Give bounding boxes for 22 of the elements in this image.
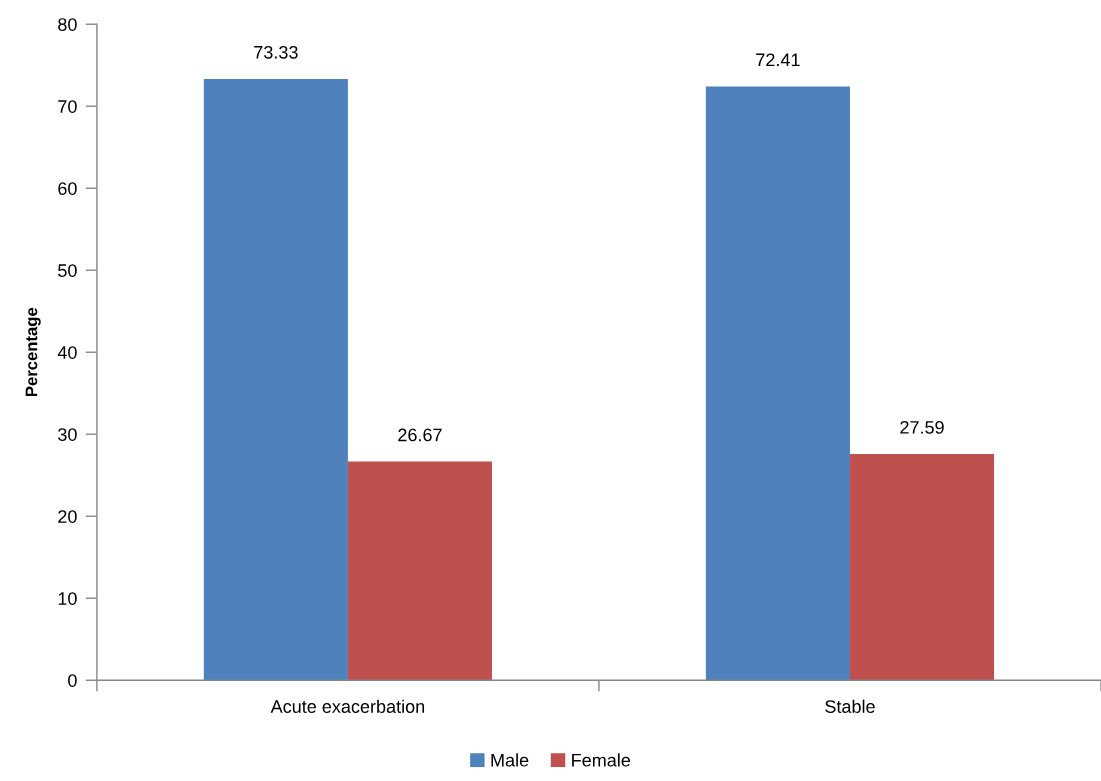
- y-tick-label: 10: [58, 592, 77, 605]
- x-tick-label: Stable: [825, 699, 875, 713]
- data-label: 73.33: [254, 45, 298, 59]
- bar: [849, 454, 995, 681]
- x-tick-label: Acute exacerbation: [270, 699, 425, 713]
- data-label: 26.67: [398, 428, 442, 442]
- y-tick-label: 40: [57, 346, 77, 359]
- legend-label: Female: [572, 753, 631, 767]
- y-tick-label: 30: [58, 428, 77, 441]
- data-label: 72.41: [756, 53, 800, 67]
- legend-label: Male: [491, 753, 529, 767]
- bar: [203, 78, 348, 681]
- y-tick-label: 70: [58, 100, 77, 113]
- bar: [347, 461, 493, 681]
- bar: [705, 86, 850, 681]
- y-tick-label: 0: [68, 674, 77, 687]
- y-tick-label: 50: [58, 264, 77, 277]
- data-label: 27.59: [900, 420, 944, 434]
- y-tick-label: 20: [58, 510, 77, 523]
- y-axis-title: Percentage: [25, 307, 41, 397]
- y-tick-label: 80: [58, 18, 77, 31]
- y-tick-label: 60: [58, 182, 77, 195]
